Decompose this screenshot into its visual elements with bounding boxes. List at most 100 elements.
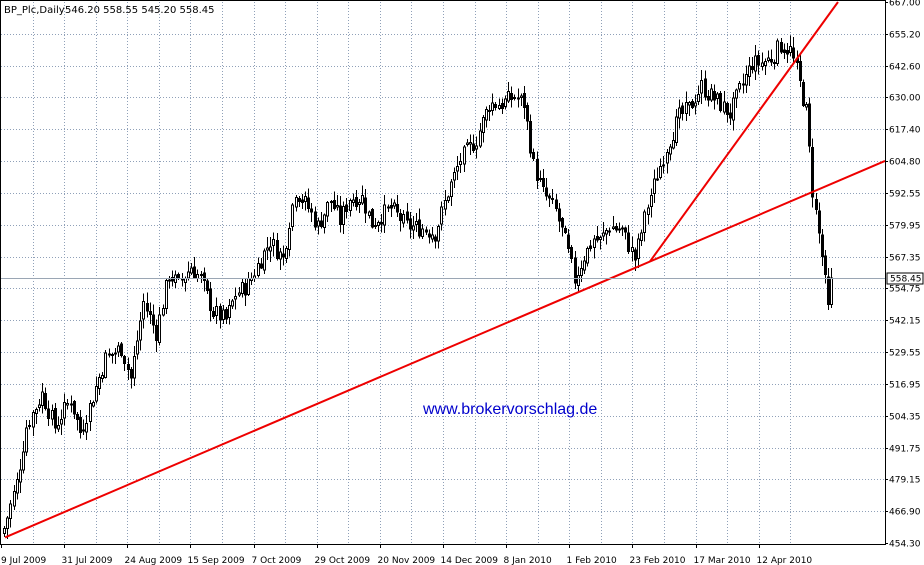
x-tick-label: 7 Oct 2009 xyxy=(252,556,302,565)
y-tick-label: 630.00 xyxy=(889,94,921,104)
candle xyxy=(805,102,808,111)
candle-body xyxy=(694,102,697,107)
candle-body xyxy=(111,353,114,356)
candle xyxy=(764,58,767,76)
candle xyxy=(507,81,510,104)
candle xyxy=(206,278,209,294)
candle xyxy=(612,215,615,231)
candle xyxy=(57,416,60,432)
candle xyxy=(523,85,526,119)
candle-body xyxy=(501,102,504,110)
candle xyxy=(276,232,279,261)
candle-body xyxy=(295,197,298,208)
candle xyxy=(786,43,789,64)
candle xyxy=(485,106,488,128)
candle-body xyxy=(399,212,402,222)
candle xyxy=(219,303,222,329)
candle xyxy=(773,59,776,70)
candle-body xyxy=(555,199,558,209)
candle-body xyxy=(44,392,47,409)
candle-body xyxy=(830,277,833,305)
candle xyxy=(567,229,570,253)
y-tick-label: 491.75 xyxy=(889,445,921,455)
current-price-tag: 558.45 xyxy=(886,272,924,285)
candle-body xyxy=(818,210,821,234)
candle-body xyxy=(599,236,602,240)
candle xyxy=(799,55,802,88)
candle-body xyxy=(456,166,459,172)
candle xyxy=(729,103,732,125)
candle-body xyxy=(117,345,120,353)
y-tick-label: 604.80 xyxy=(889,158,921,168)
candle-body xyxy=(589,245,592,250)
x-tick-label: 12 Apr 2010 xyxy=(757,556,813,565)
candle-body xyxy=(342,206,345,226)
candle-body xyxy=(374,225,377,228)
candle-body xyxy=(548,195,551,199)
candle-body xyxy=(653,178,656,195)
candle xyxy=(307,188,310,213)
candle xyxy=(459,152,462,174)
candle-body xyxy=(383,204,386,226)
y-tick-label: 592.55 xyxy=(889,190,921,200)
candle-body xyxy=(440,206,443,225)
y-tick-label: 529.55 xyxy=(889,349,921,359)
candle xyxy=(368,210,371,219)
candle-body xyxy=(387,206,390,209)
candle-body xyxy=(165,280,168,310)
candle xyxy=(330,199,333,212)
candle xyxy=(815,193,818,215)
x-tick-label: 1 Feb 2010 xyxy=(567,556,618,565)
candle-body xyxy=(364,197,367,214)
candle xyxy=(447,195,450,204)
candle-body xyxy=(73,401,76,415)
candle xyxy=(444,190,447,216)
x-tick-label: 24 Aug 2009 xyxy=(125,556,183,565)
chart-symbol: BP_Plc,Daily xyxy=(4,5,65,16)
candle-body xyxy=(231,300,234,307)
candle xyxy=(9,499,12,528)
candle xyxy=(85,414,88,441)
candle-body xyxy=(735,89,738,99)
y-tick-label: 617.40 xyxy=(889,126,921,136)
candle-body xyxy=(532,152,535,159)
candle-body xyxy=(732,97,735,121)
candle-body xyxy=(558,208,561,222)
candle-body xyxy=(536,158,539,182)
candle xyxy=(28,419,31,430)
y-tick-label: 504.35 xyxy=(889,413,921,423)
candle xyxy=(434,234,437,249)
candle xyxy=(409,211,412,239)
candle-body xyxy=(120,343,123,356)
candle-body xyxy=(783,49,786,54)
candle xyxy=(22,441,25,474)
candle xyxy=(225,306,228,325)
candle-body xyxy=(659,165,662,179)
candle-body xyxy=(491,102,494,111)
candle-body xyxy=(605,230,608,235)
candle xyxy=(491,93,494,116)
candle-body xyxy=(742,83,745,86)
candle-body xyxy=(282,253,285,258)
candle-body xyxy=(761,62,764,68)
candle xyxy=(136,330,139,360)
candle-body xyxy=(627,232,630,252)
candle-body xyxy=(89,403,92,422)
candle-body xyxy=(330,200,333,203)
candle xyxy=(475,136,478,159)
candle-body xyxy=(47,408,50,419)
candle xyxy=(501,98,504,114)
candle-body xyxy=(463,146,466,165)
y-tick-label: 642.60 xyxy=(889,63,921,73)
candle-body xyxy=(827,276,830,306)
candle xyxy=(387,204,390,213)
candle-body xyxy=(453,171,456,181)
candle-body xyxy=(314,211,317,228)
candle xyxy=(564,225,567,235)
candle xyxy=(25,420,28,457)
candle xyxy=(361,185,364,206)
candle-body xyxy=(139,320,142,341)
candle-body xyxy=(608,230,611,233)
x-tick-label: 15 Sep 2009 xyxy=(188,556,245,565)
